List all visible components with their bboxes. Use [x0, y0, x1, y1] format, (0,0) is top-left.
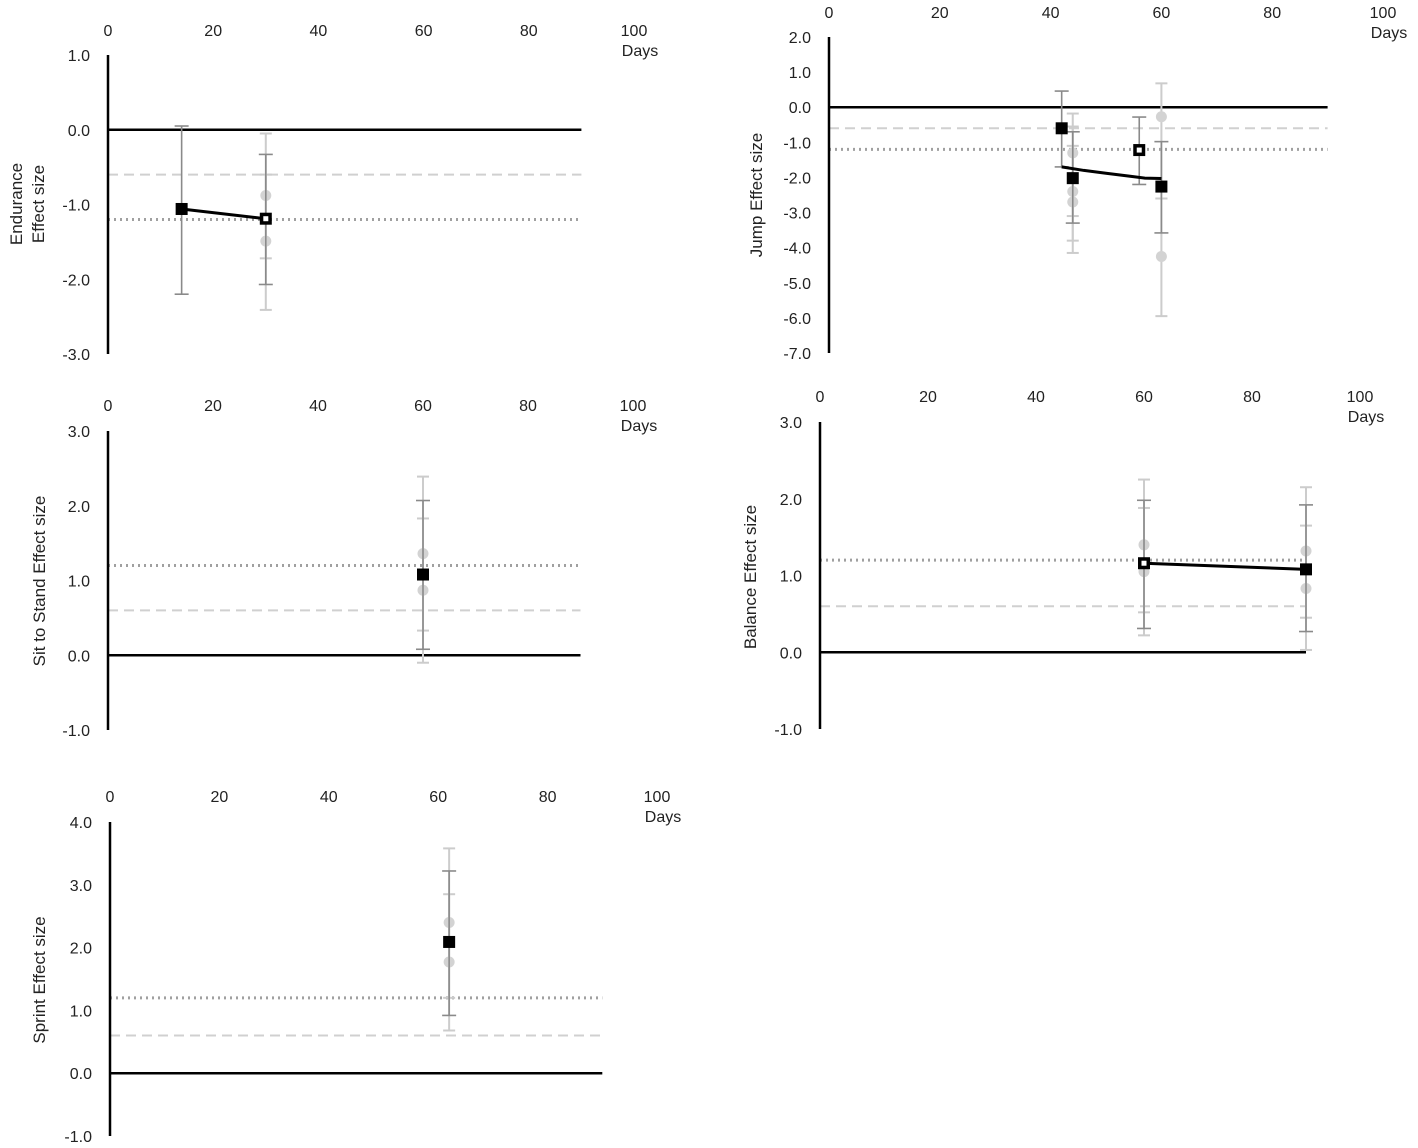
y-tick-label: -7.0 [783, 346, 811, 363]
filled-square-marker [417, 568, 429, 581]
balance-plot: 0 20 40 60 80 100 Days 3.0 2.0 1.0 0.0 -1.0 Balance … [741, 389, 1384, 739]
y-tick-label: 1.0 [70, 1003, 92, 1020]
y-tick-label: -1.0 [62, 723, 90, 740]
y-tick-label: 0.0 [70, 1066, 92, 1083]
filled-square-marker [443, 935, 456, 948]
y-tick-label: 2.0 [780, 492, 802, 509]
x-tick-label: 0 [104, 398, 113, 415]
x-tick-label: 40 [1027, 389, 1045, 406]
sprint-plot: 0 20 40 60 80 100 Days 4.0 3.0 2.0 1.0 0.0 -1.0 Sprin… [30, 789, 681, 1146]
filled-square-marker [1066, 172, 1079, 185]
x-tick-label: 20 [931, 5, 949, 22]
x-tick-label: 60 [415, 23, 433, 40]
y-tick-label: -1.0 [62, 198, 90, 215]
chart-jump: 0 20 40 60 80 100 Days 2.0 1.0 0.0 -1.0 -2.0 -3.0 -4.… [0, 0, 1418, 380]
y-tick-label: -5.0 [783, 276, 811, 293]
filled-square-marker [1055, 122, 1068, 135]
y-tick-label: -1.0 [64, 1129, 92, 1146]
y-axis-label: Jump Effect size [747, 133, 766, 257]
y-tick-label: 1.0 [780, 569, 802, 586]
x-axis-unit-label: Days [622, 43, 658, 60]
filled-square-marker [1155, 180, 1168, 193]
y-tick-label: 0.0 [68, 648, 90, 665]
x-tick-label: 100 [620, 398, 647, 415]
y-axis-label: Sprint Effect size [30, 916, 49, 1043]
y-axis-label: Endurance [7, 163, 26, 245]
x-axis-unit-label: Days [1371, 25, 1407, 42]
x-tick-label: 0 [106, 789, 115, 806]
x-axis-unit-label: Days [1348, 409, 1384, 426]
x-tick-label: 20 [211, 789, 229, 806]
open-square-marker [1133, 144, 1146, 157]
y-tick-label: 4.0 [70, 815, 92, 832]
open-square-marker [1138, 557, 1150, 570]
y-tick-label: 0.0 [780, 645, 802, 662]
x-tick-label: 100 [1347, 389, 1374, 406]
x-tick-label: 80 [539, 789, 557, 806]
chart-balance: 0 20 40 60 80 100 Days 3.0 2.0 1.0 0.0 -1.0 Balance … [741, 389, 1384, 739]
y-tick-label: 0.0 [68, 123, 90, 140]
filled-square-marker [1300, 563, 1312, 576]
x-axis-unit-label: Days [621, 418, 657, 435]
x-tick-label: 80 [1243, 389, 1261, 406]
sit-to-stand-plot: 0 20 40 60 80 100 Days 3.0 2.0 1.0 0.0 -1.0 Sit to S… [30, 398, 657, 740]
trend-line [181, 207, 266, 221]
open-square-marker [259, 212, 272, 225]
y-tick-label: -3.0 [783, 206, 811, 223]
x-tick-label: 40 [309, 398, 327, 415]
y-tick-label: 2.0 [70, 941, 92, 958]
trend-line [1061, 165, 1162, 180]
x-tick-label: 60 [414, 398, 432, 415]
y-tick-label: -2.0 [62, 272, 90, 289]
y-tick-label: -1.0 [774, 722, 802, 739]
y-axis-label: Balance Effect size [741, 505, 760, 649]
jump-plot: 0 20 40 60 80 100 Days 2.0 1.0 0.0 -1.0 -2.0 -3.0 -4.… [747, 5, 1407, 363]
y-tick-label: -6.0 [783, 311, 811, 328]
x-tick-label: 0 [104, 23, 113, 40]
x-tick-label: 40 [310, 23, 328, 40]
x-tick-label: 100 [1370, 5, 1397, 22]
filled-square-marker [175, 202, 188, 215]
x-tick-label: 80 [520, 23, 538, 40]
x-tick-label: 40 [320, 789, 338, 806]
x-tick-label: 20 [204, 23, 222, 40]
y-tick-label: 2.0 [789, 30, 811, 47]
y-tick-label: -1.0 [783, 135, 811, 152]
y-tick-label: 1.0 [68, 574, 90, 591]
x-tick-label: 100 [644, 789, 671, 806]
y-tick-label: 1.0 [68, 48, 90, 65]
y-tick-label: -4.0 [783, 241, 811, 258]
y-tick-label: 2.0 [68, 499, 90, 516]
y-tick-label: 0.0 [789, 100, 811, 117]
x-tick-label: 60 [429, 789, 447, 806]
y-tick-label: -2.0 [783, 170, 811, 187]
x-tick-label: 20 [204, 398, 222, 415]
x-tick-label: 60 [1153, 5, 1171, 22]
x-tick-label: 80 [1263, 5, 1281, 22]
y-tick-label: 1.0 [789, 65, 811, 82]
trend-line [1143, 561, 1307, 571]
y-tick-label: 3.0 [70, 878, 92, 895]
endurance-plot: 0 20 40 60 80 100 Days 1.0 0.0 -1.0 -2.0 -3.0 Endura… [7, 23, 658, 364]
x-tick-label: 20 [919, 389, 937, 406]
x-tick-label: 80 [519, 398, 537, 415]
y-tick-label: 3.0 [780, 415, 802, 432]
y-tick-label: -3.0 [62, 347, 90, 364]
y-axis-label: Sit to Stand Effect size [30, 496, 49, 667]
y-axis-label: Effect size [29, 165, 48, 243]
x-tick-label: 0 [825, 5, 834, 22]
x-tick-label: 40 [1042, 5, 1060, 22]
chart-sit-to-stand: 0 20 40 60 80 100 Days 3.0 2.0 1.0 0.0 -1.0 Sit to S… [0, 0, 700, 760]
chart-sprint: 0 20 40 60 80 100 Days 4.0 3.0 2.0 1.0 0.0 -1.0 Sprin… [30, 789, 681, 1146]
x-tick-label: 0 [816, 389, 825, 406]
x-tick-label: 100 [621, 23, 648, 40]
x-tick-label: 60 [1135, 389, 1153, 406]
chart-endurance: 0 20 40 60 80 100 Days 1.0 0.0 -1.0 -2.0 -3.0 Endura… [0, 0, 700, 380]
y-tick-label: 3.0 [68, 424, 90, 441]
x-axis-unit-label: Days [645, 809, 681, 826]
